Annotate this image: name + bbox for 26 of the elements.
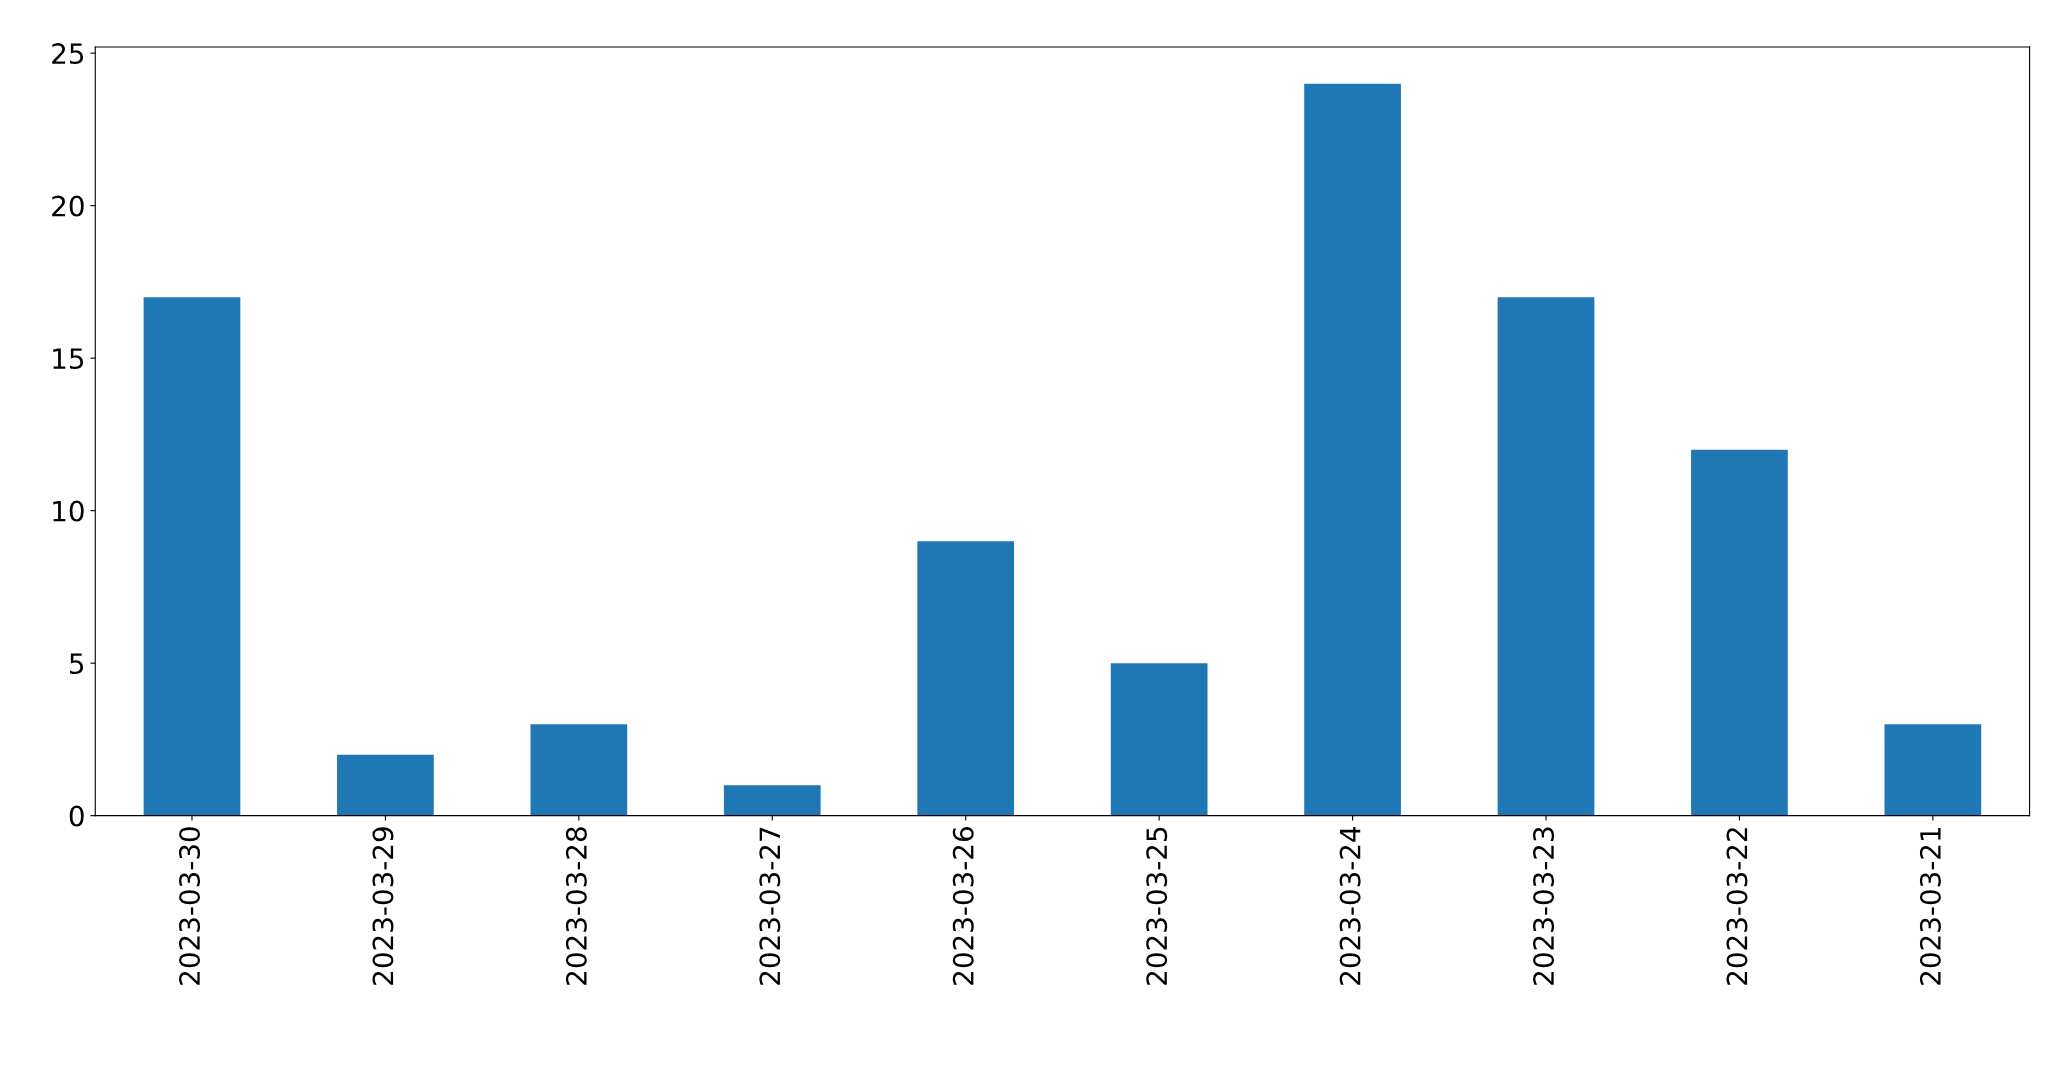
y-tick-label: 20 bbox=[52, 195, 84, 217]
x-tick-label: 2023-03-30 bbox=[179, 827, 201, 985]
bar bbox=[917, 541, 1015, 816]
x-tick-label: 2023-03-25 bbox=[1146, 827, 1168, 985]
x-tick-label: 2023-03-24 bbox=[1339, 826, 1361, 985]
y-tick-label: 25 bbox=[52, 43, 84, 65]
bar bbox=[1497, 297, 1595, 816]
bar bbox=[723, 785, 821, 816]
x-tick-label: 2023-03-22 bbox=[1726, 828, 1748, 985]
y-tick-label: 15 bbox=[53, 348, 84, 370]
bar bbox=[1884, 724, 1982, 816]
bar bbox=[1304, 83, 1401, 816]
bar bbox=[1110, 663, 1208, 816]
bar bbox=[1691, 449, 1788, 816]
bar bbox=[337, 754, 434, 816]
y-tick-label: 0 bbox=[69, 805, 84, 827]
x-tick-label: 2023-03-29 bbox=[372, 827, 394, 985]
bar bbox=[530, 724, 628, 816]
x-tick-label: 2023-03-23 bbox=[1533, 827, 1555, 985]
bar bbox=[143, 297, 241, 816]
x-tick-label: 2023-03-28 bbox=[565, 827, 587, 985]
x-tick-label: 2023-03-21 bbox=[1919, 827, 1941, 985]
x-tick-label: 2023-03-26 bbox=[952, 827, 974, 985]
x-tick-label: 2023-03-27 bbox=[759, 827, 781, 985]
y-tick-label: 10 bbox=[53, 500, 84, 522]
y-tick-label: 5 bbox=[70, 653, 84, 675]
